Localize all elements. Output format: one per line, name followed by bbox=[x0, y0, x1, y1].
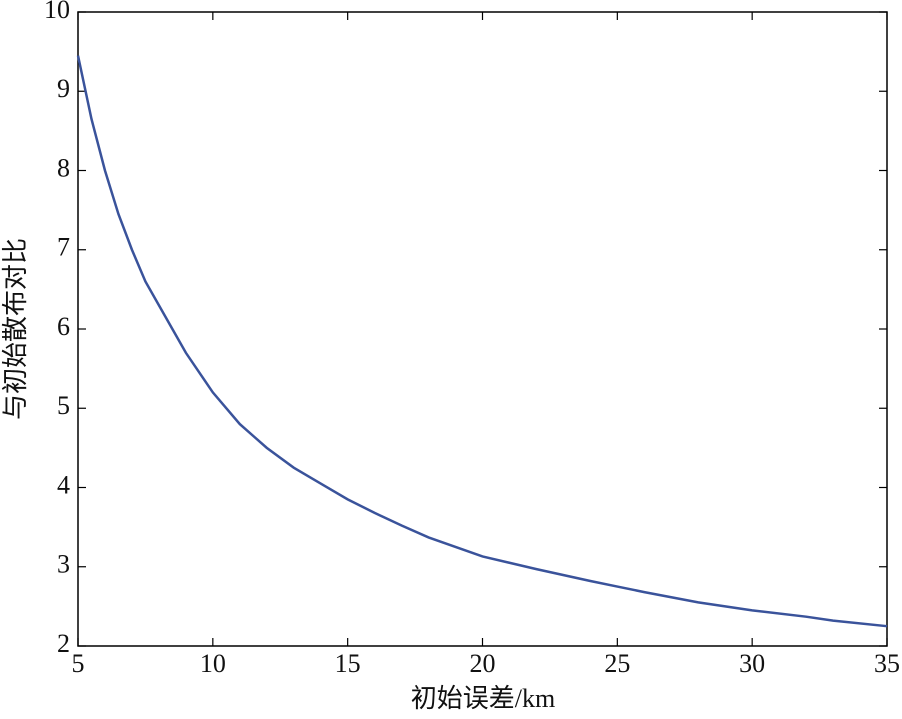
y-tick-label: 7 bbox=[57, 233, 70, 262]
y-tick-label: 5 bbox=[57, 391, 70, 420]
y-tick-label: 10 bbox=[44, 0, 70, 24]
line-series bbox=[76, 55, 888, 628]
x-tick-label: 25 bbox=[604, 649, 630, 678]
plot-frame bbox=[77, 11, 888, 647]
x-tick-label: 15 bbox=[335, 649, 361, 678]
y-axis-label: 与初始散布对比 bbox=[1, 238, 30, 420]
x-tick-label: 30 bbox=[739, 649, 765, 678]
x-tick-label: 10 bbox=[200, 649, 226, 678]
y-tick-label: 4 bbox=[57, 470, 70, 499]
y-tick-label: 3 bbox=[57, 550, 70, 579]
x-axis-label: 初始误差/km bbox=[411, 684, 555, 713]
x-tick-label: 20 bbox=[470, 649, 496, 678]
y-tick-label: 9 bbox=[57, 74, 70, 103]
y-tick-label: 6 bbox=[57, 312, 70, 341]
y-tick-label: 8 bbox=[57, 153, 70, 182]
x-tick-label: 5 bbox=[72, 649, 85, 678]
y-tick-label: 2 bbox=[57, 629, 70, 658]
x-tick-label: 35 bbox=[874, 649, 900, 678]
